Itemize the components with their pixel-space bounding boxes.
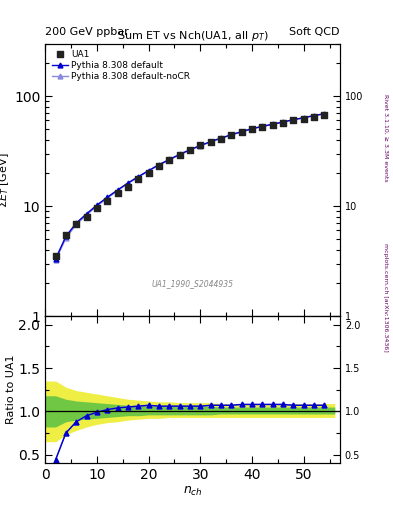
Pythia 8.308 default-noCR (270, 121, 275, 127)
Pythia 8.308 default-noCR (312, 113, 316, 119)
Pythia 8.308 default-noCR (301, 115, 306, 121)
Pythia 8.308 default (281, 119, 285, 125)
Pythia 8.308 default (167, 156, 172, 162)
Pythia 8.308 default (301, 115, 306, 121)
UA1 (270, 120, 276, 129)
Pythia 8.308 default-noCR (146, 168, 151, 174)
Pythia 8.308 default (239, 129, 244, 135)
UA1 (114, 189, 121, 198)
UA1 (73, 220, 79, 228)
UA1 (290, 116, 297, 124)
Pythia 8.308 default (136, 174, 141, 180)
UA1 (301, 115, 307, 123)
Pythia 8.308 default (229, 132, 234, 138)
X-axis label: $n_{ch}$: $n_{ch}$ (183, 485, 202, 498)
Pythia 8.308 default-noCR (64, 235, 68, 241)
UA1 (104, 198, 110, 206)
Pythia 8.308 default-noCR (239, 129, 244, 135)
Title: Sum ET vs Nch(UA1, all $p_T$): Sum ET vs Nch(UA1, all $p_T$) (117, 29, 268, 44)
Pythia 8.308 default (84, 211, 89, 217)
UA1 (321, 111, 328, 119)
UA1 (208, 138, 214, 146)
Pythia 8.308 default-noCR (291, 117, 296, 123)
Line: Pythia 8.308 default-noCR: Pythia 8.308 default-noCR (53, 112, 327, 263)
Pythia 8.308 default-noCR (208, 139, 213, 145)
Pythia 8.308 default-noCR (187, 147, 192, 153)
Pythia 8.308 default-noCR (198, 143, 203, 149)
Pythia 8.308 default (95, 202, 99, 208)
Pythia 8.308 default (177, 151, 182, 157)
Line: Pythia 8.308 default: Pythia 8.308 default (53, 111, 327, 262)
Pythia 8.308 default (105, 194, 110, 200)
UA1 (145, 169, 152, 177)
Pythia 8.308 default-noCR (250, 126, 254, 132)
Text: UA1_1990_S2044935: UA1_1990_S2044935 (152, 279, 233, 288)
UA1 (228, 131, 235, 139)
Pythia 8.308 default (64, 233, 68, 240)
Pythia 8.308 default-noCR (74, 221, 79, 227)
Pythia 8.308 default-noCR (126, 181, 130, 187)
Pythia 8.308 default-noCR (167, 157, 172, 163)
UA1 (311, 113, 317, 121)
Text: Soft QCD: Soft QCD (290, 27, 340, 37)
UA1 (83, 212, 90, 221)
Y-axis label: $\Sigma E_T$ [GeV]: $\Sigma E_T$ [GeV] (0, 152, 11, 207)
UA1 (239, 128, 245, 136)
UA1 (197, 141, 204, 150)
UA1 (259, 123, 266, 131)
Legend: UA1, Pythia 8.308 default, Pythia 8.308 default-noCR: UA1, Pythia 8.308 default, Pythia 8.308 … (50, 48, 192, 83)
Pythia 8.308 default (260, 123, 265, 130)
Pythia 8.308 default-noCR (219, 135, 223, 141)
Pythia 8.308 default (208, 139, 213, 145)
Pythia 8.308 default (312, 113, 316, 119)
Pythia 8.308 default (146, 167, 151, 174)
UA1 (166, 156, 173, 164)
Pythia 8.308 default (291, 117, 296, 123)
Pythia 8.308 default-noCR (136, 174, 141, 180)
Text: Rivet 3.1.10, ≥ 3.3M events: Rivet 3.1.10, ≥ 3.3M events (384, 94, 388, 182)
UA1 (156, 162, 162, 170)
Pythia 8.308 default (322, 111, 327, 117)
Pythia 8.308 default (219, 135, 223, 141)
UA1 (125, 183, 131, 191)
Pythia 8.308 default-noCR (53, 258, 58, 264)
Pythia 8.308 default-noCR (229, 132, 234, 138)
Pythia 8.308 default-noCR (84, 212, 89, 218)
Pythia 8.308 default (156, 161, 161, 167)
Pythia 8.308 default-noCR (95, 203, 99, 209)
Pythia 8.308 default-noCR (115, 187, 120, 194)
Text: mcplots.cern.ch [arXiv:1306.3436]: mcplots.cern.ch [arXiv:1306.3436] (384, 243, 388, 351)
Pythia 8.308 default (115, 187, 120, 193)
Y-axis label: Ratio to UA1: Ratio to UA1 (6, 355, 16, 424)
Pythia 8.308 default-noCR (105, 195, 110, 201)
Pythia 8.308 default-noCR (156, 162, 161, 168)
Text: 200 GeV ppbar: 200 GeV ppbar (45, 27, 129, 37)
Pythia 8.308 default-noCR (281, 119, 285, 125)
UA1 (249, 125, 255, 133)
UA1 (52, 252, 59, 260)
UA1 (94, 204, 100, 212)
UA1 (218, 135, 224, 143)
Pythia 8.308 default (74, 220, 79, 226)
Pythia 8.308 default (250, 125, 254, 132)
Pythia 8.308 default (270, 121, 275, 127)
UA1 (135, 175, 141, 183)
Pythia 8.308 default-noCR (177, 152, 182, 158)
UA1 (187, 146, 193, 155)
Pythia 8.308 default (198, 142, 203, 148)
UA1 (280, 119, 286, 127)
Pythia 8.308 default-noCR (322, 111, 327, 117)
Pythia 8.308 default (187, 146, 192, 153)
Pythia 8.308 default (126, 180, 130, 186)
UA1 (63, 230, 69, 239)
Pythia 8.308 default (53, 256, 58, 262)
Pythia 8.308 default-noCR (260, 123, 265, 130)
UA1 (176, 151, 183, 159)
